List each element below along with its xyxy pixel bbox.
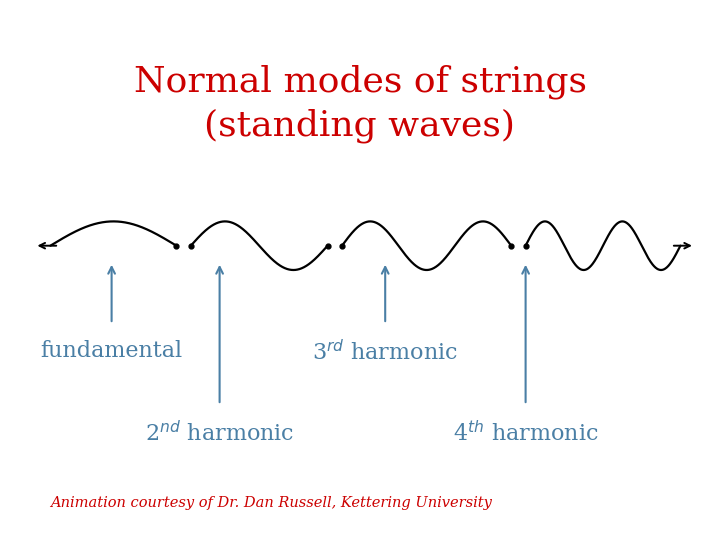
Text: Normal modes of strings
(standing waves): Normal modes of strings (standing waves) [133,65,587,143]
Text: 2$^{nd}$ harmonic: 2$^{nd}$ harmonic [145,421,294,447]
Text: fundamental: fundamental [40,340,183,362]
Text: 4$^{th}$ harmonic: 4$^{th}$ harmonic [453,421,598,447]
Text: 3$^{rd}$ harmonic: 3$^{rd}$ harmonic [312,340,458,366]
Text: Animation courtesy of Dr. Dan Russell, Kettering University: Animation courtesy of Dr. Dan Russell, K… [50,496,492,510]
